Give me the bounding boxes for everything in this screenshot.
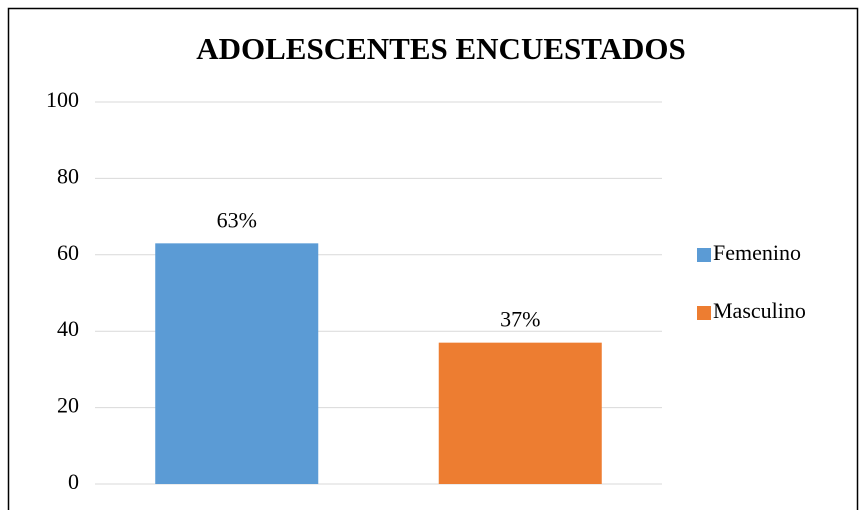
y-tick-label: 100 — [46, 87, 79, 112]
bar — [438, 342, 602, 484]
data-label: 63% — [217, 207, 257, 232]
legend-swatch — [697, 248, 711, 262]
y-tick-label: 0 — [68, 469, 79, 494]
data-label: 37% — [500, 307, 540, 332]
legend-swatch — [697, 306, 711, 320]
chart-title: ADOLESCENTES ENCUESTADOS — [196, 31, 686, 66]
y-tick-label: 80 — [57, 163, 79, 188]
y-tick-label: 20 — [57, 393, 79, 418]
y-tick-label: 40 — [57, 316, 79, 341]
bar — [155, 243, 319, 484]
chart-frame — [7, 7, 859, 510]
legend-label: Femenino — [713, 240, 801, 265]
legend-label: Masculino — [713, 298, 806, 323]
y-tick-label: 60 — [57, 240, 79, 265]
